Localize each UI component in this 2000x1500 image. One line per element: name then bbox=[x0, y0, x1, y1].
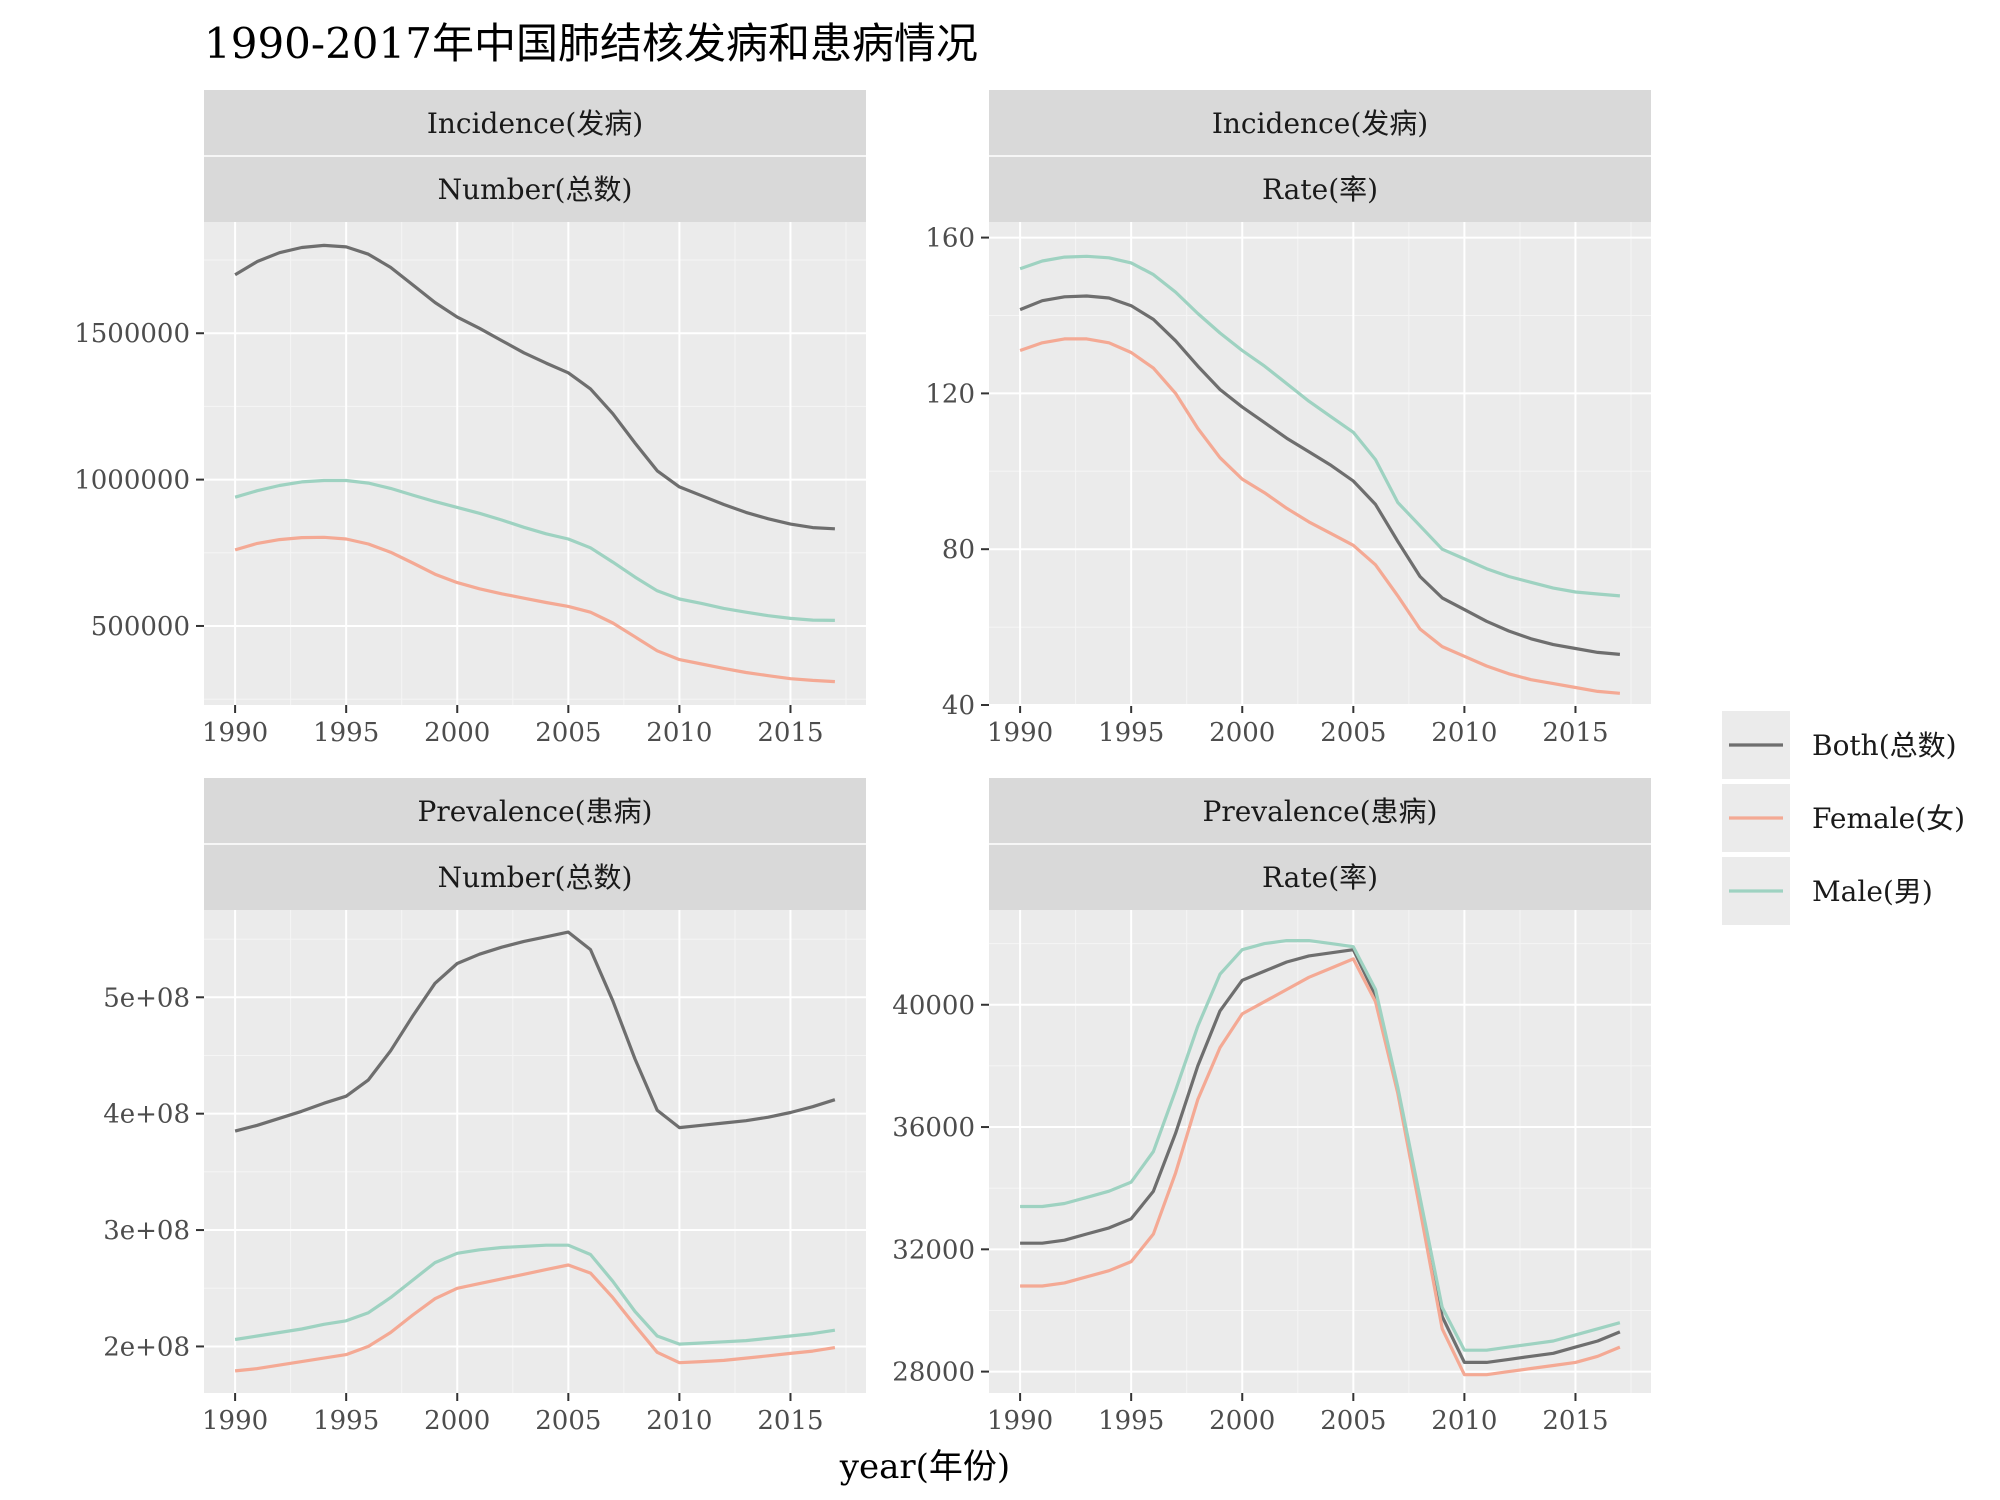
facet-strip-col bbox=[204, 844, 866, 910]
legend-item: Both(总数) bbox=[1722, 711, 1957, 779]
x-tick-label: 2005 bbox=[1320, 718, 1386, 748]
x-tick-label: 2015 bbox=[757, 718, 823, 748]
series-line bbox=[234, 1263, 836, 1373]
x-tick-label: 2005 bbox=[1320, 1406, 1386, 1436]
plot-background bbox=[204, 910, 866, 1393]
x-tick-label: 2000 bbox=[424, 1406, 490, 1436]
x-tick-label: 1990 bbox=[987, 1406, 1053, 1436]
x-tick-label: 1990 bbox=[202, 1406, 268, 1436]
y-tick-label: 3e+08 bbox=[103, 1216, 190, 1246]
x-tick-label: 1995 bbox=[313, 1406, 379, 1436]
facet-panels: Incidence(发病) Number(总数) 1990 1995 2000 2005 2… bbox=[74, 90, 1651, 1436]
y-tick-label: 36000 bbox=[892, 1113, 975, 1143]
series-line bbox=[1020, 948, 1621, 1365]
series-line bbox=[1019, 254, 1621, 598]
x-tick-label: 2015 bbox=[757, 1406, 823, 1436]
chart-title: 1990-2017年中国肺结核发病和患病情况 bbox=[204, 19, 978, 68]
facet-panel-4: Prevalence(患病) Rate(率) 1990 1995 2000 2005 201… bbox=[892, 778, 1651, 1436]
x-tick-label: 1990 bbox=[202, 718, 268, 748]
y-tick-label: 32000 bbox=[892, 1235, 975, 1265]
facet-col-label: Rate(率) bbox=[1262, 861, 1378, 894]
facet-strip-row bbox=[204, 90, 866, 156]
facet-row-label: Incidence(发病) bbox=[427, 107, 643, 140]
plot-background bbox=[989, 222, 1651, 705]
series-line bbox=[234, 478, 835, 622]
facet-col-label: Number(总数) bbox=[438, 861, 633, 894]
y-tick-label: 500000 bbox=[91, 612, 190, 642]
legend-item: Female(女) bbox=[1722, 784, 1965, 852]
facet-panel-1: Incidence(发病) Number(总数) 1990 1995 2000 2005 2… bbox=[74, 90, 866, 748]
facet-panel-3: Prevalence(患病) Number(总数) 1990 1995 2000 2005… bbox=[103, 778, 866, 1436]
series-line bbox=[1020, 957, 1621, 1377]
y-tick-label: 5e+08 bbox=[103, 983, 190, 1013]
series-line bbox=[234, 930, 836, 1133]
y-tick-label: 28000 bbox=[892, 1358, 975, 1388]
y-tick-label: 1000000 bbox=[74, 466, 190, 496]
facet-strip-col bbox=[204, 156, 866, 222]
y-tick-label: 40 bbox=[942, 691, 975, 721]
x-tick-label: 2010 bbox=[1431, 718, 1497, 748]
plot-background bbox=[204, 222, 866, 705]
y-tick-label: 1500000 bbox=[74, 319, 190, 349]
facet-col-label: Number(总数) bbox=[438, 173, 633, 206]
series-line bbox=[1019, 294, 1621, 656]
y-tick-label: 120 bbox=[925, 379, 975, 409]
facet-row-label: Prevalence(患病) bbox=[418, 795, 653, 828]
legend-label: Male(男) bbox=[1812, 875, 1933, 908]
x-tick-label: 2010 bbox=[646, 718, 712, 748]
facet-strip-row bbox=[204, 778, 866, 844]
series-line bbox=[234, 243, 835, 531]
series-line bbox=[234, 1243, 836, 1346]
x-tick-label: 1995 bbox=[1098, 718, 1164, 748]
plot-background bbox=[989, 910, 1651, 1393]
facet-strip-col bbox=[989, 844, 1651, 910]
series-line bbox=[1020, 938, 1621, 1352]
legend: Both(总数) Female(女) Male(男) bbox=[1722, 711, 1965, 925]
x-tick-label: 1995 bbox=[1098, 1406, 1164, 1436]
legend-label: Female(女) bbox=[1812, 802, 1965, 835]
facet-strip-col bbox=[989, 156, 1651, 222]
x-tick-label: 2010 bbox=[646, 1406, 712, 1436]
y-tick-label: 160 bbox=[925, 224, 975, 254]
x-tick-label: 2000 bbox=[1209, 718, 1275, 748]
legend-item: Male(男) bbox=[1722, 857, 1933, 925]
x-tick-label: 2010 bbox=[1431, 1406, 1497, 1436]
legend-label: Both(总数) bbox=[1812, 729, 1957, 762]
y-tick-label: 4e+08 bbox=[103, 1100, 190, 1130]
facet-row-label: Incidence(发病) bbox=[1212, 107, 1428, 140]
facet-strip-row bbox=[989, 778, 1651, 844]
y-tick-label: 2e+08 bbox=[103, 1332, 190, 1362]
x-tick-label: 2005 bbox=[535, 1406, 601, 1436]
x-tick-label: 2015 bbox=[1542, 718, 1608, 748]
facet-row-label: Prevalence(患病) bbox=[1203, 795, 1438, 828]
x-axis-title: year(年份) bbox=[839, 1447, 1010, 1487]
x-tick-label: 1995 bbox=[313, 718, 379, 748]
facet-strip-row bbox=[989, 90, 1651, 156]
x-tick-label: 2000 bbox=[1209, 1406, 1275, 1436]
y-tick-label: 40000 bbox=[892, 991, 975, 1021]
facet-col-label: Rate(率) bbox=[1262, 173, 1378, 206]
x-tick-label: 2015 bbox=[1542, 1406, 1608, 1436]
facet-panel-2: Incidence(发病) Rate(率) 1990 1995 2000 2005 2010… bbox=[925, 90, 1651, 748]
x-tick-label: 2005 bbox=[535, 718, 601, 748]
x-tick-label: 1990 bbox=[987, 718, 1053, 748]
x-tick-label: 2000 bbox=[424, 718, 490, 748]
series-line bbox=[1019, 337, 1621, 695]
y-tick-label: 80 bbox=[942, 535, 975, 565]
series-line bbox=[234, 535, 835, 684]
